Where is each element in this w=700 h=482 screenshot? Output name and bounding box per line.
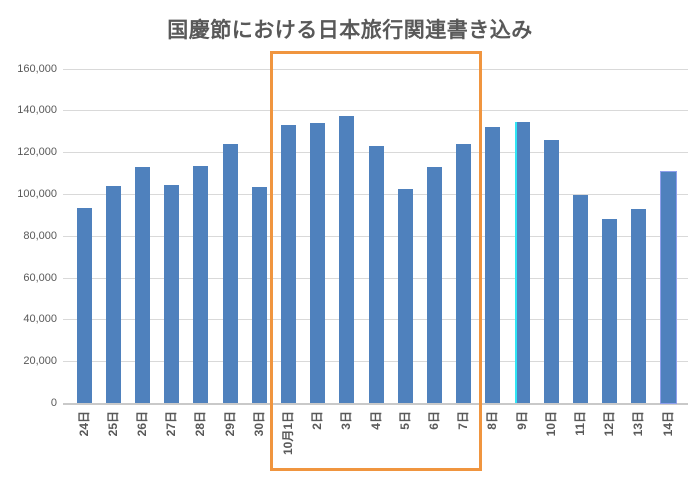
bar — [164, 184, 180, 403]
x-axis-label: 29日 — [222, 411, 237, 437]
x-axis-label: 14日 — [660, 411, 675, 437]
y-axis-tick-label: 100,000 — [17, 187, 57, 200]
bar — [222, 143, 238, 403]
bar — [659, 170, 677, 404]
bar — [339, 115, 355, 403]
bar — [280, 124, 296, 403]
bar — [193, 165, 209, 403]
bar — [485, 127, 501, 403]
x-axis-label: 10日 — [543, 411, 558, 437]
x-axis-label: 25日 — [105, 411, 120, 437]
x-axis-label: 27日 — [164, 411, 179, 437]
bar — [602, 219, 618, 403]
bar — [251, 186, 267, 403]
x-axis-label: 9日 — [514, 411, 529, 430]
y-axis-tick-label: 0 — [50, 397, 57, 409]
y-axis-tick-label: 40,000 — [23, 313, 57, 326]
y-axis-tick-label: 140,000 — [17, 104, 57, 117]
x-axis-label: 24日 — [76, 411, 91, 437]
x-axis-label: 13日 — [631, 411, 646, 437]
x-axis-label: 11日 — [572, 411, 587, 436]
bar — [426, 166, 442, 403]
bar — [631, 208, 647, 403]
x-axis-label: 30日 — [251, 411, 266, 437]
highlight-rectangle — [270, 51, 482, 471]
bar — [456, 143, 472, 403]
bar — [105, 185, 121, 403]
y-axis-tick-label: 120,000 — [17, 146, 57, 159]
bar — [514, 121, 530, 403]
bar — [543, 139, 559, 403]
bar — [76, 207, 92, 403]
x-axis-label: 26日 — [134, 411, 149, 437]
x-axis-label: 12日 — [602, 411, 617, 437]
y-axis-tick-label: 60,000 — [23, 271, 57, 284]
bar — [310, 122, 326, 403]
y-axis-tick-label: 80,000 — [23, 229, 57, 242]
bar — [134, 166, 150, 403]
y-axis-tick-label: 160,000 — [17, 62, 57, 75]
bar — [397, 188, 413, 403]
y-axis-tick-label: 20,000 — [23, 355, 57, 368]
gridline — [63, 68, 688, 70]
gridline — [63, 110, 688, 112]
chart-title: 国慶節における日本旅行関連書き込み — [167, 19, 533, 42]
bar — [368, 145, 384, 403]
x-axis-label: 8日 — [485, 411, 500, 430]
x-axis-line — [63, 402, 688, 405]
x-axis-label: 28日 — [193, 411, 208, 437]
bar — [572, 194, 588, 403]
